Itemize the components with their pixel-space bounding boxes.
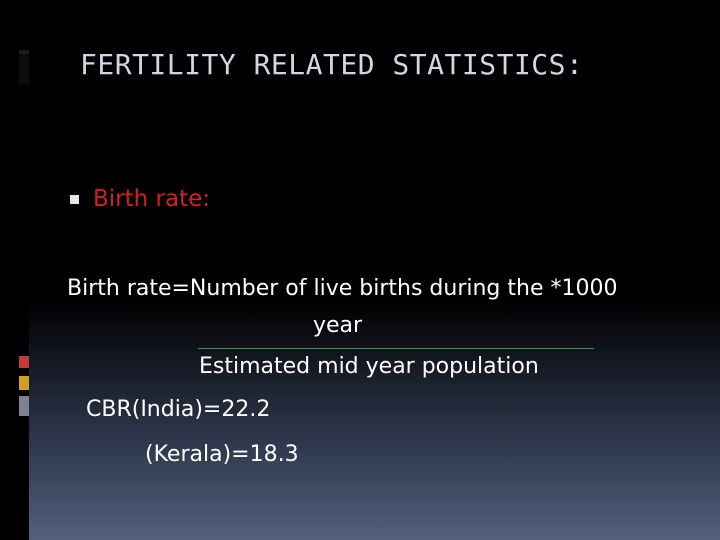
cbr-kerala: (Kerala)=18.3 — [145, 442, 299, 467]
left-accent-gold — [19, 376, 29, 390]
slide-title: FERTILITY RELATED STATISTICS: — [80, 48, 584, 81]
slide-canvas — [29, 0, 720, 540]
left-accent-gray — [19, 396, 29, 416]
formula-numerator-continued: year — [313, 313, 363, 338]
left-margin-bar — [0, 0, 29, 540]
fraction-rule — [198, 348, 594, 349]
formula-line: Birth rate=Number of live births during … — [67, 276, 618, 301]
bullet-label: Birth rate: — [93, 186, 210, 212]
left-accent-top-inner — [19, 54, 29, 84]
left-accent-red — [19, 356, 29, 368]
square-bullet-icon — [70, 194, 79, 204]
bullet-item: Birth rate: — [70, 186, 210, 212]
formula-denominator: Estimated mid year population — [199, 354, 539, 379]
cbr-india: CBR(India)=22.2 — [86, 397, 271, 422]
